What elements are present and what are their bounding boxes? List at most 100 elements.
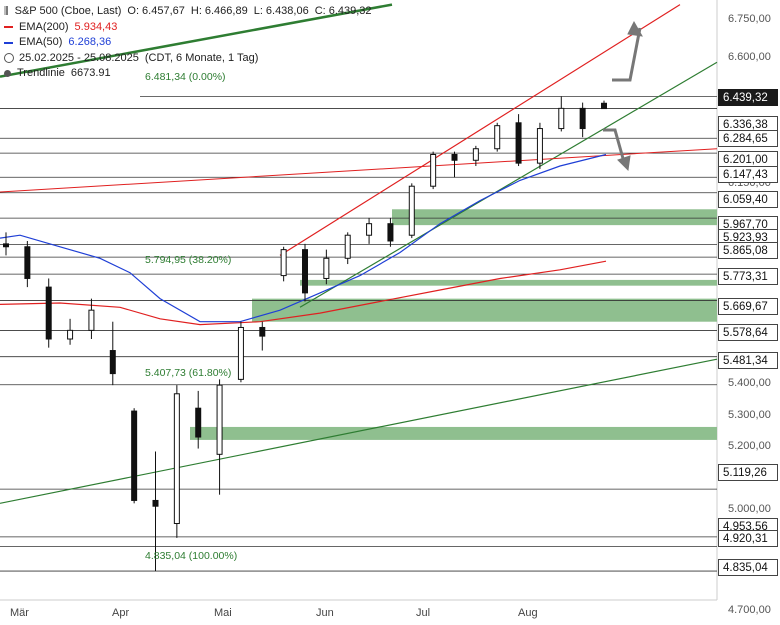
level-box: 5.865,08 [718,242,778,259]
level-box: 5.967,70 [718,216,778,233]
trend-lines [0,3,718,504]
level-box: 5.578,64 [718,324,778,341]
legend-trendline-row: Trendlinie 6673.91 [4,66,372,82]
period-note: (CDT, 6 Monate, 1 Tag) [144,51,259,64]
candle-body [131,410,138,501]
candle-body [195,407,202,438]
arrow-up-head [627,20,643,37]
ohlc-low-label: L: [253,5,263,17]
candle-body [173,393,180,525]
support-zones [190,209,717,440]
period-range: 25.02.2025 - 25.08.2025 [19,51,139,64]
legend-ema200-row: EMA(200) 5.934,43 [4,20,372,36]
level-box: 6.147,43 [718,166,778,183]
axis-label: 4.700,00 [728,604,771,616]
fib-label-100: 4.835,04 (100.00%) [145,550,238,562]
candle-body [344,234,351,259]
candle-body [494,125,501,150]
level-box: 5.119,26 [718,464,778,481]
ema200-swatch [4,26,13,29]
candle-body [88,309,95,331]
candle-body [24,246,31,279]
support-trendline [0,358,718,504]
level-box: 5.669,67 [718,298,778,315]
candle-body [387,223,394,242]
zone-5835 [300,279,717,286]
ohlc-low: 6.438,06 [265,5,309,17]
month-label: Jul [416,607,431,619]
candle-body [237,326,244,380]
candle-body [280,249,287,277]
arrow-down [603,128,626,163]
trendline-dot-icon [4,70,11,78]
month-label: Mai [214,607,232,619]
candle-body [216,384,223,455]
ohlc-open: 6.457,67 [142,5,185,17]
candle-body [302,249,308,294]
legend-symbol-row: ⫼ S&P 500 (Cboe, Last) O: 6.457,67 H: 6.… [4,4,372,20]
candle-body [45,286,52,340]
level-box: 6.059,40 [718,191,778,208]
month-label: Jun [316,607,334,619]
zone-6050 [392,209,717,226]
candle-body [67,329,74,340]
level-box: 4.835,04 [718,559,778,576]
ema50-swatch [4,41,13,44]
horizontal-levels [0,96,717,572]
zone-5310 [190,426,717,440]
candle-body [536,128,543,164]
arrow-down-head [617,155,631,172]
candle-body [472,148,479,161]
ema200-value: 5.934,43 [74,20,118,33]
axis-label: 5.200,00 [728,440,771,452]
resistance-line [0,148,718,193]
chart-legend: ⫼ S&P 500 (Cboe, Last) O: 6.457,67 H: 6.… [4,4,372,82]
month-label: Mär [10,607,29,619]
ema-lines [0,153,607,326]
channel-lower [299,61,718,308]
ohlc-high-label: H: [190,5,202,17]
axis-label: 5.400,00 [728,377,771,389]
ema200-line [0,260,607,326]
candle-body [259,326,266,337]
level-box: 6.284,65 [718,130,778,147]
level-box-current: 6.439,32 [718,89,778,106]
fib-label-0: 6.481,34 (0.00%) [145,71,226,83]
clock-icon [4,53,14,64]
level-box: 5.481,34 [718,352,778,369]
candle-body [3,243,9,248]
scenario-arrows [603,20,643,172]
ema200-label: EMA(200) [19,20,69,33]
candle-body [408,185,415,236]
axis-label: 5.300,00 [728,409,771,421]
level-box: 5.923,93 [718,229,778,246]
legend-period-row: 25.02.2025 - 25.08.2025 (CDT, 6 Monate, … [4,51,372,67]
candle-body [366,223,373,236]
trendline-label: Trendlinie [17,67,65,79]
axis-label: 6.750,00 [728,13,771,25]
ohlc-high: 6.466,89 [204,5,248,17]
channel-upper [279,4,681,256]
candle-body [579,107,586,130]
candles [3,96,607,572]
candle-body [323,257,330,279]
ema50-line [0,153,607,323]
level-box: 5.773,31 [718,268,778,285]
ohlc-close: 6.439,32 [328,5,372,17]
candle-body [558,107,565,130]
candle-body [152,499,159,507]
trendline-value: 6673.91 [70,67,111,79]
level-box: 4.920,31 [718,530,778,547]
candle-body [430,153,437,187]
axis-label: 5.000,00 [728,503,771,515]
candle-icon: ⫼ [4,6,9,17]
axis-label: 6.600,00 [728,51,771,63]
arrow-up [612,27,642,82]
fib-label-38: 5.794,95 (38.20%) [145,254,232,266]
candle-body [451,153,458,161]
ema50-value: 6.268,36 [68,36,112,48]
symbol-name: S&P 500 (Cboe, Last) [14,5,122,17]
candle-body [601,102,607,110]
candle-body [515,122,522,164]
